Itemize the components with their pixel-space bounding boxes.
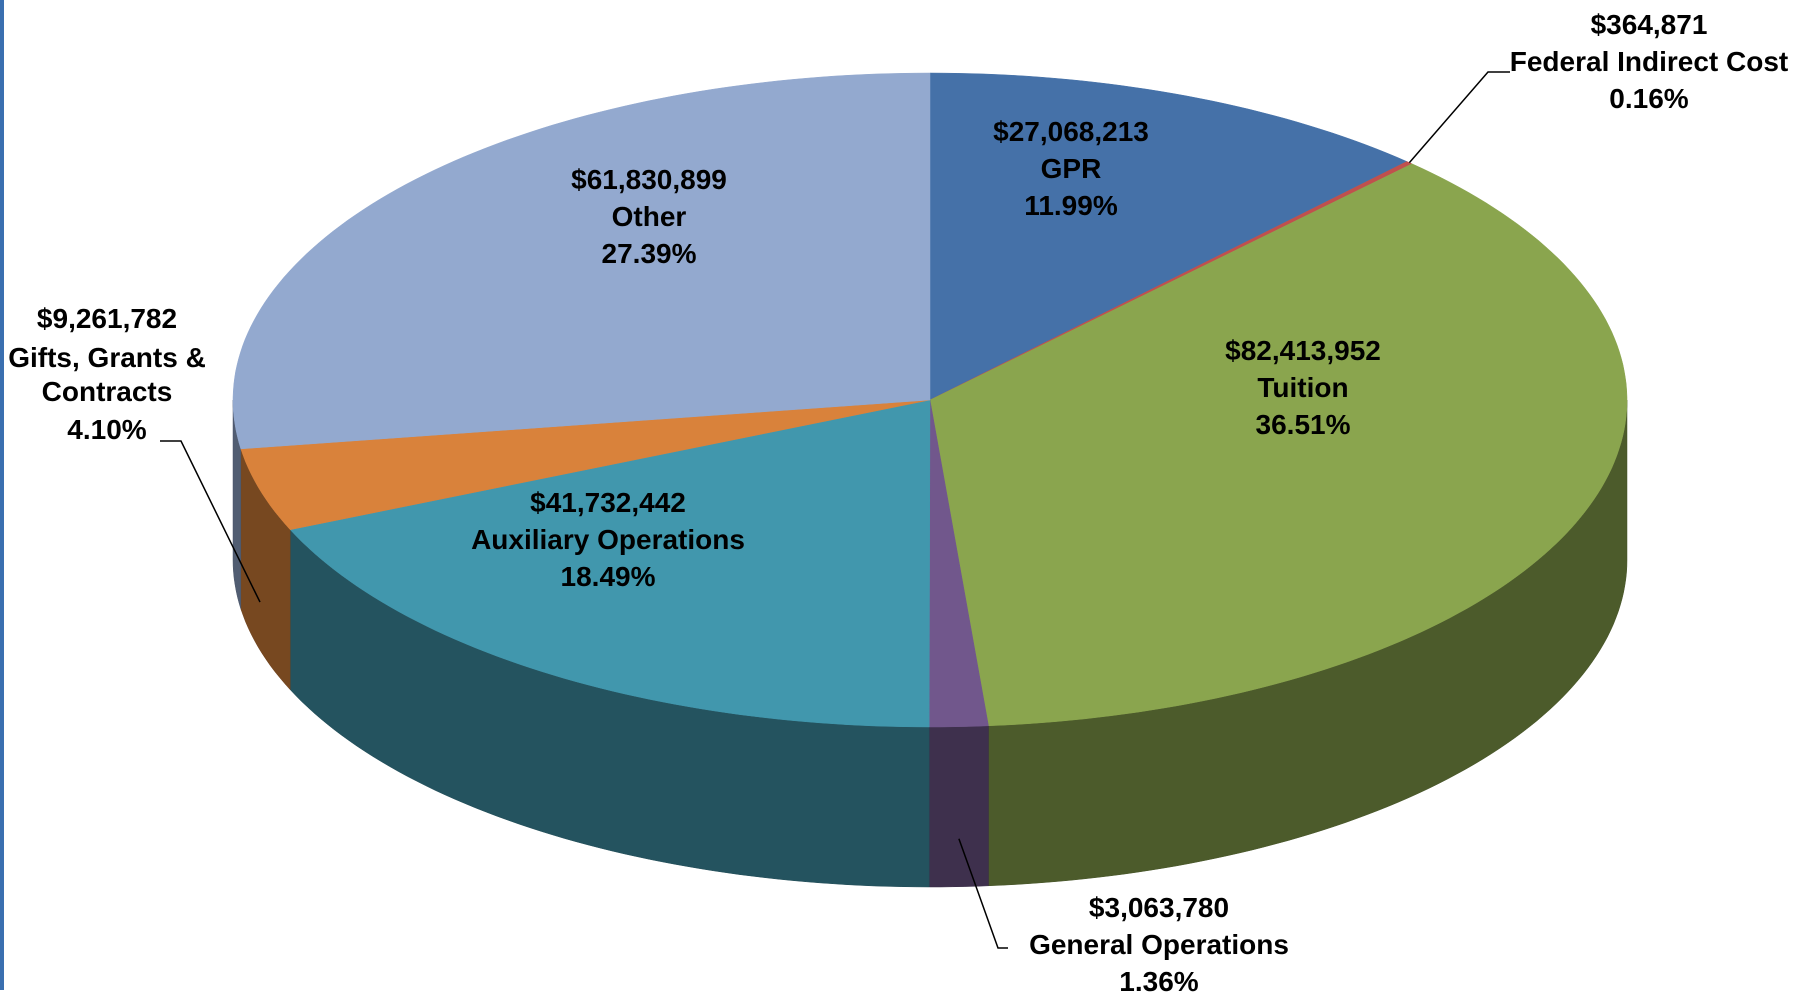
slice-side: [928, 725, 989, 888]
slice-percent-label: 4.10%: [67, 414, 147, 445]
slice-value-label: $41,732,442: [530, 487, 686, 518]
slice-name-label: Gifts, Grants & Contracts: [8, 341, 206, 407]
slice-value-label: $61,830,899: [571, 164, 727, 195]
leader-line: [160, 440, 261, 603]
left-border: [0, 0, 4, 990]
slice-value-label: $364,871: [1590, 9, 1708, 40]
slice-value-label: $82,413,952: [1225, 335, 1381, 366]
slice: [929, 163, 1628, 727]
leader-line: [958, 838, 1008, 949]
slice-value-label: $27,068,213: [993, 116, 1149, 147]
slice-value-label: $9,261,782: [36, 303, 178, 334]
slice-percent-label: 27.39%: [601, 238, 697, 269]
slice-name-label: Auxiliary Operations: [471, 524, 745, 555]
slice: [289, 399, 931, 728]
slice-percent-label: 0.16%: [1609, 83, 1689, 114]
slice-name-label: General Operations: [1029, 929, 1289, 960]
slice: [240, 399, 931, 530]
slice-percent-label: 11.99%: [1024, 190, 1118, 221]
slice-name-label: Tuition: [1257, 372, 1349, 403]
slice-name-label: Other: [611, 201, 687, 232]
slice: [928, 399, 989, 728]
slice-percent-label: 36.51%: [1255, 409, 1351, 440]
slice-name-label: Federal Indirect Cost: [1509, 46, 1789, 77]
slice-percent-label: 1.36%: [1119, 966, 1199, 997]
slice-name-label: GPR: [1040, 153, 1102, 184]
leader-line: [1408, 71, 1510, 164]
slice: [232, 72, 931, 450]
slice-percent-label: 18.49%: [560, 561, 656, 592]
slice: [929, 72, 1408, 401]
slice-value-label: $3,063,780: [1088, 892, 1230, 923]
